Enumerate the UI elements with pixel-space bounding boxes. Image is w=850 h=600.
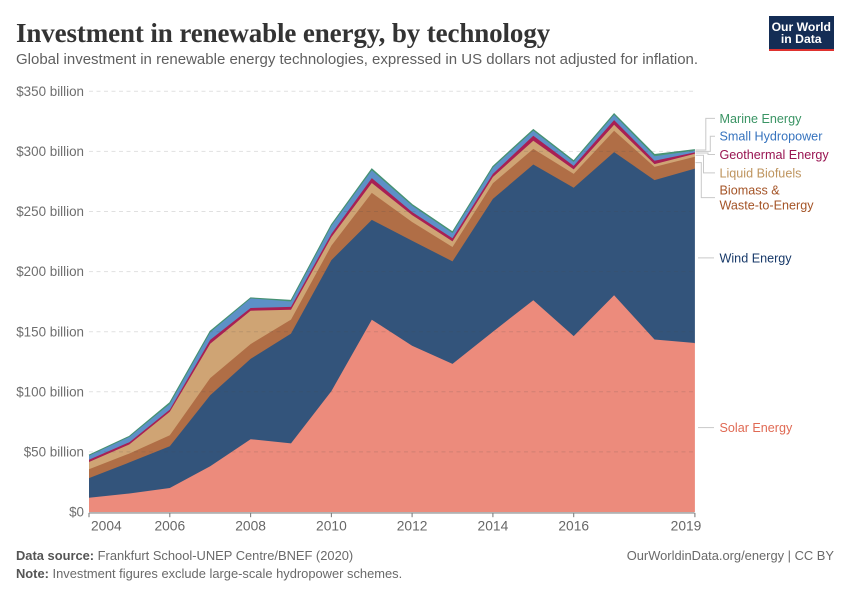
svg-text:Small Hydropower: Small Hydropower (720, 130, 823, 144)
svg-text:Biomass &: Biomass & (720, 184, 781, 198)
svg-text:Geothermal Energy: Geothermal Energy (720, 148, 830, 162)
svg-text:2010: 2010 (316, 518, 347, 533)
svg-text:Marine Energy: Marine Energy (720, 112, 803, 126)
svg-text:$0: $0 (69, 505, 84, 520)
svg-text:$200 billion: $200 billion (16, 264, 84, 279)
svg-text:Liquid Biofuels: Liquid Biofuels (720, 166, 802, 180)
svg-text:2019: 2019 (671, 518, 702, 533)
svg-text:2016: 2016 (558, 518, 589, 533)
svg-text:$150 billion: $150 billion (16, 324, 84, 339)
svg-text:2004: 2004 (91, 518, 122, 533)
svg-text:$100 billion: $100 billion (16, 384, 84, 399)
svg-text:Waste-to-Energy: Waste-to-Energy (720, 198, 815, 212)
svg-text:$50 billion: $50 billion (24, 445, 84, 460)
svg-text:Solar Energy: Solar Energy (720, 421, 794, 435)
svg-text:Wind Energy: Wind Energy (720, 251, 793, 265)
svg-text:2014: 2014 (478, 518, 509, 533)
svg-text:2006: 2006 (154, 518, 185, 533)
svg-text:$350 billion: $350 billion (16, 84, 84, 99)
svg-text:$250 billion: $250 billion (16, 204, 84, 219)
svg-text:$300 billion: $300 billion (16, 144, 84, 159)
svg-text:2008: 2008 (235, 518, 266, 533)
svg-text:2012: 2012 (397, 518, 428, 533)
